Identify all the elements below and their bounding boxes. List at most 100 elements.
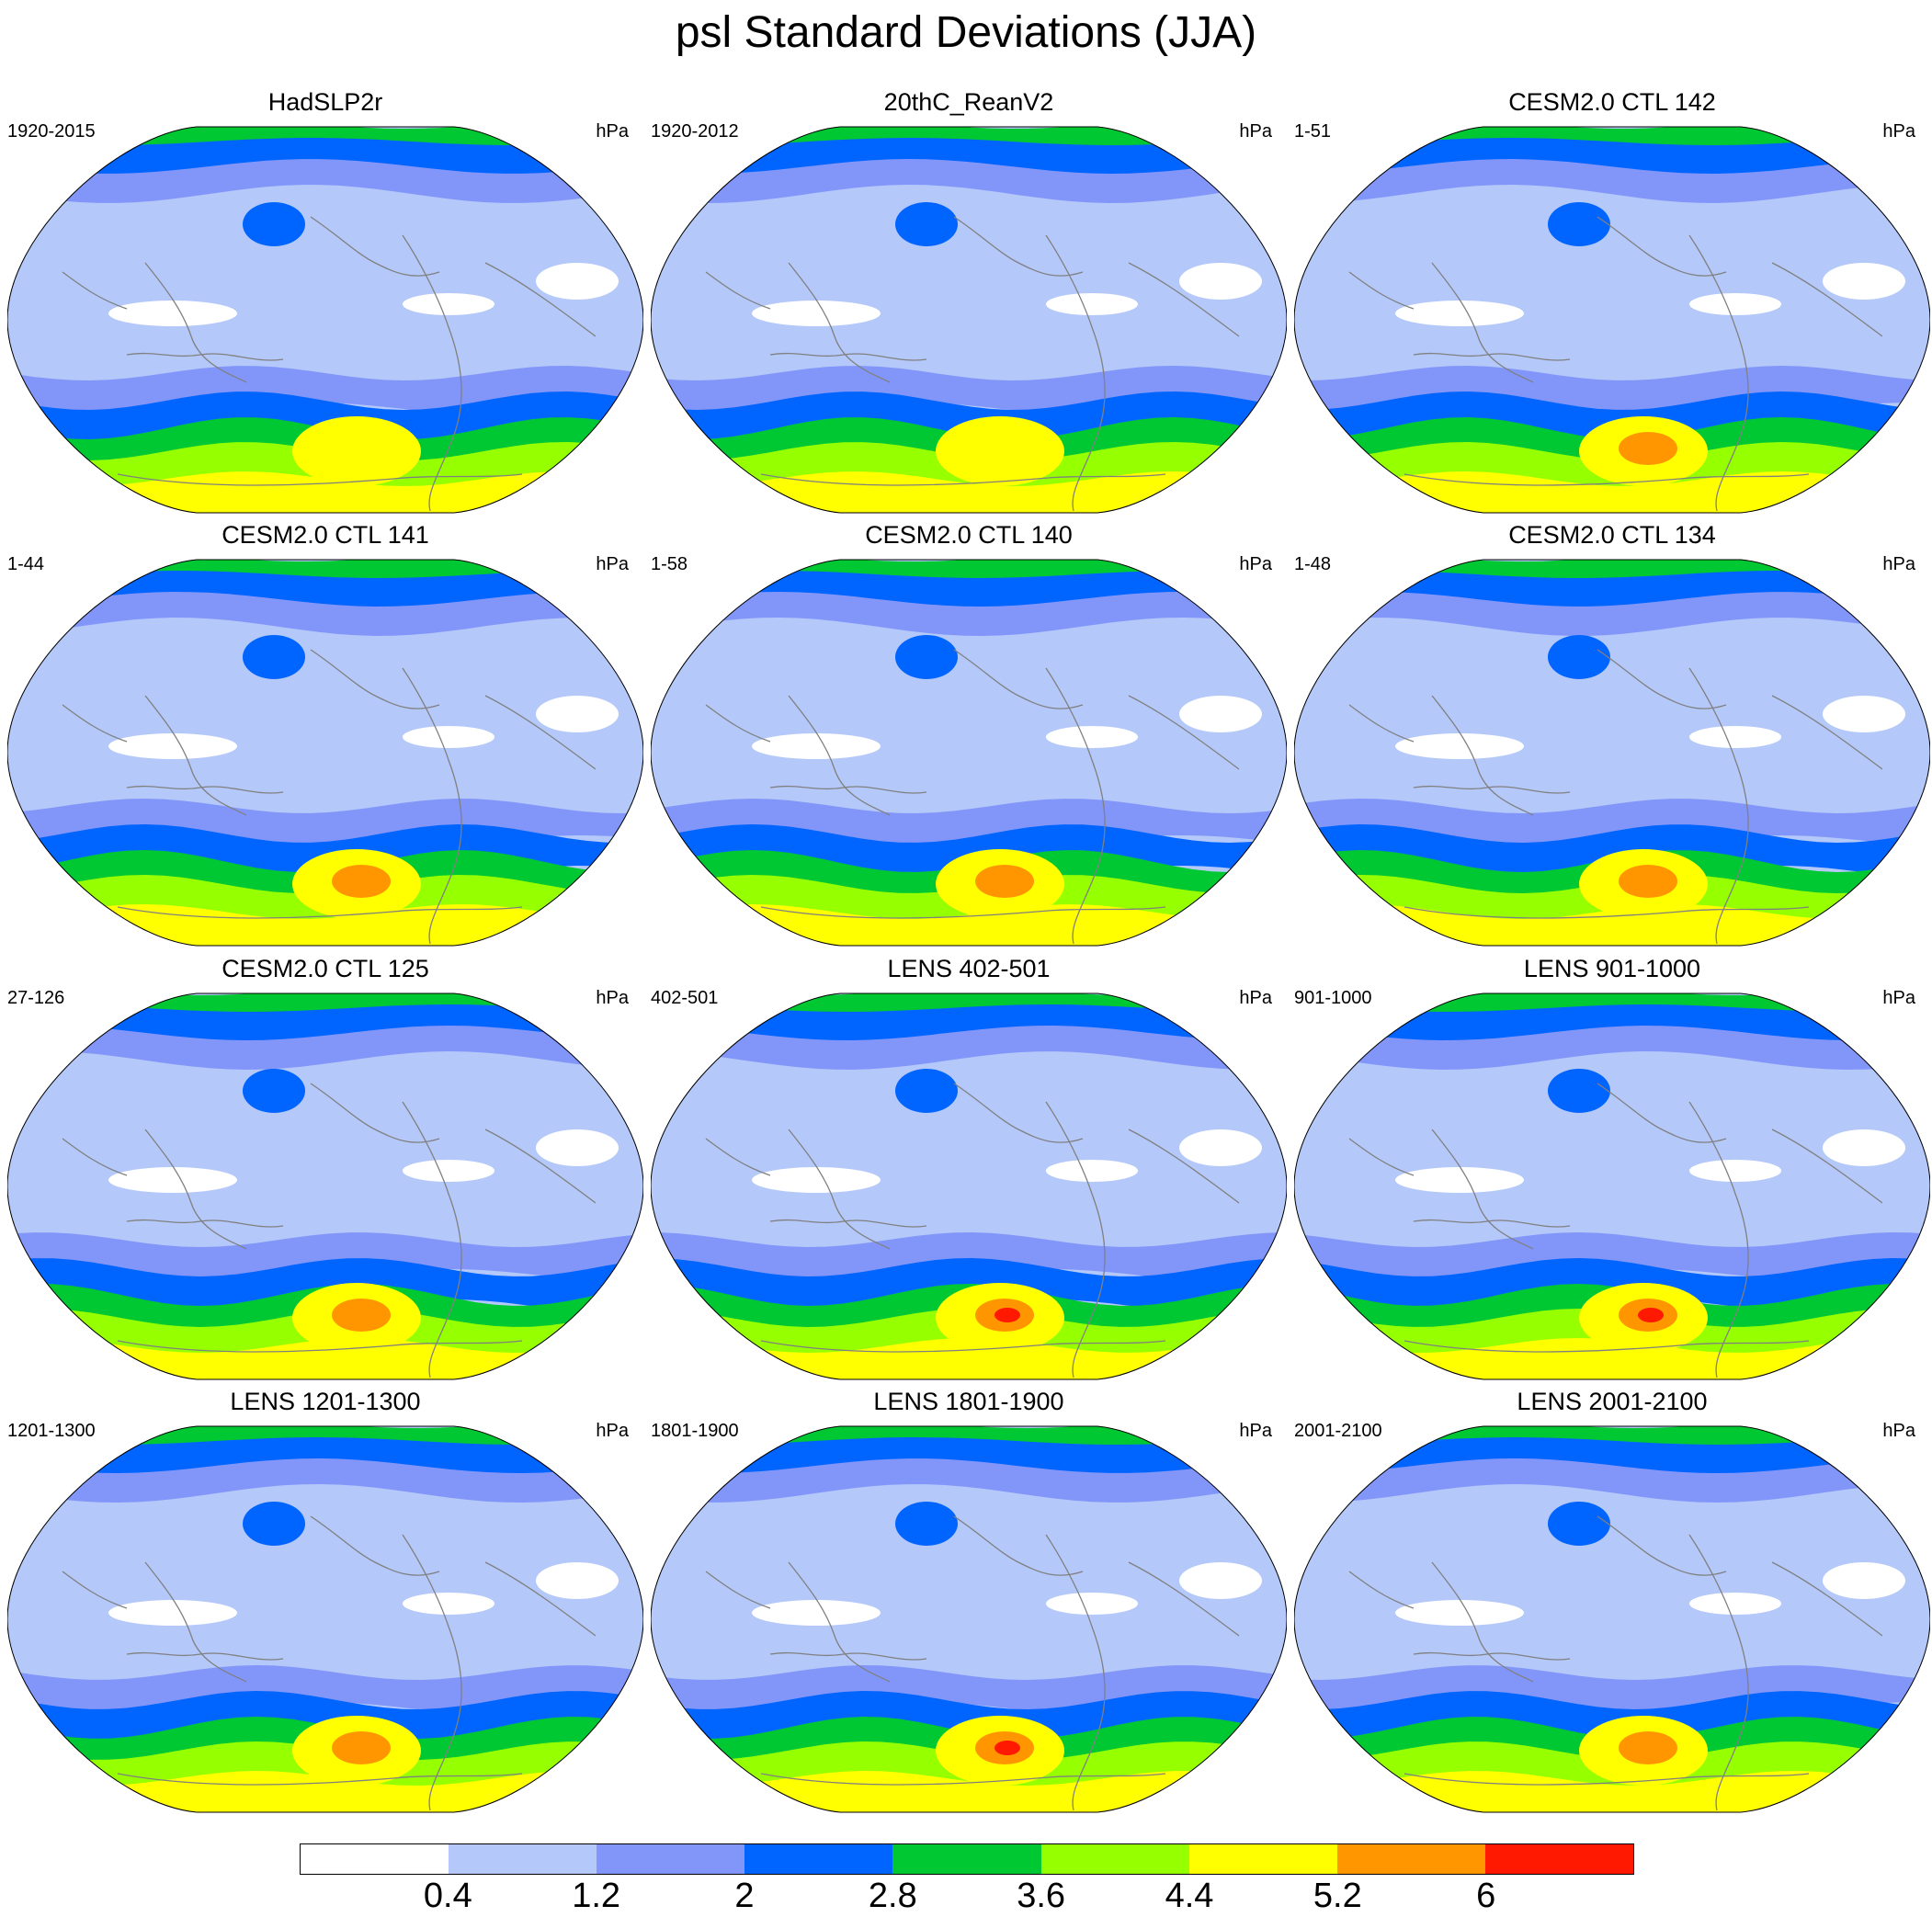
coastline <box>310 649 440 709</box>
colorbar-tick-label: 0.4 <box>423 1877 472 1915</box>
coastline <box>769 1651 927 1661</box>
panel-title: CESM2.0 CTL 141 <box>222 521 429 549</box>
coastline <box>769 1219 927 1228</box>
contour-band <box>1294 993 1930 1012</box>
panel-title: 20thC_ReanV2 <box>883 88 1054 116</box>
panel-period-label: 1201-1300 <box>7 1421 96 1441</box>
panel-units-label: hPa <box>1882 988 1915 1008</box>
colorbar-tick-label: 3.6 <box>1017 1877 1066 1915</box>
coastline <box>126 1219 284 1228</box>
coastline <box>117 473 523 486</box>
coastline <box>1413 1219 1571 1228</box>
coastline <box>1688 1101 1749 1378</box>
coastline <box>144 1129 247 1250</box>
robinson-map <box>1294 993 1930 1380</box>
colorbar-tick-label: 6 <box>1476 1877 1496 1915</box>
coastline <box>62 271 128 310</box>
coastline <box>1045 1101 1106 1378</box>
colorbar-box <box>1188 1844 1337 1874</box>
contour-blob <box>1823 696 1905 732</box>
robinson-map <box>1294 1425 1930 1813</box>
coastline <box>1045 667 1106 945</box>
colorbar-box <box>1484 1844 1633 1874</box>
colorbar-tick-label: 4.4 <box>1165 1877 1214 1915</box>
colorbar-box <box>597 1844 745 1874</box>
contour-blob <box>403 1160 494 1182</box>
contour-blob <box>1823 1129 1905 1166</box>
robinson-map <box>651 1425 1287 1813</box>
contour-blob <box>1823 263 1905 300</box>
coastline <box>1771 1129 1883 1204</box>
coastline <box>953 1083 1084 1143</box>
map-outline <box>7 559 643 947</box>
contour-blob <box>1689 1160 1781 1182</box>
coastline <box>310 1515 440 1576</box>
coastline <box>1431 1129 1534 1250</box>
map-panel: CESM2.0 CTL 125 27-126 hPa <box>7 955 643 1387</box>
coastline <box>1348 271 1415 310</box>
contour-blob <box>895 1069 958 1113</box>
contour-blob <box>994 1741 1020 1755</box>
map-outline <box>7 1425 643 1813</box>
map-outline <box>651 1425 1287 1813</box>
figure-title: psl Standard Deviations (JJA) <box>675 8 1257 57</box>
panel-period-label: 1-44 <box>7 554 45 574</box>
coastline <box>402 1101 462 1378</box>
contour-blob <box>108 1167 237 1193</box>
coastline <box>760 1773 1166 1786</box>
contour-blob <box>1548 635 1610 679</box>
coastline <box>953 649 1084 709</box>
map-panel: CESM2.0 CTL 141 1-44 hPa <box>7 521 643 953</box>
coastline <box>126 1651 284 1661</box>
panel-period-label: 27-126 <box>7 988 65 1008</box>
coastline <box>1404 1340 1810 1353</box>
coastline <box>788 695 891 816</box>
coastline <box>1413 785 1571 794</box>
coastline <box>1045 234 1106 512</box>
coastline <box>1128 1561 1240 1637</box>
panel-period-label: 1-48 <box>1294 554 1332 574</box>
coastline <box>1688 667 1749 945</box>
contour-blob <box>1179 1562 1262 1599</box>
coastline <box>1404 473 1810 486</box>
panel-units-label: hPa <box>596 554 629 574</box>
map-panel: LENS 901-1000 901-1000 hPa <box>1294 955 1930 1387</box>
contour-blob <box>895 635 958 679</box>
coastline <box>788 1561 891 1683</box>
contour-blob <box>752 301 881 326</box>
coastline <box>1431 1561 1534 1683</box>
panel-units-label: hPa <box>1882 1421 1915 1441</box>
colorbar-box <box>301 1844 449 1874</box>
contour-blob <box>403 1593 494 1615</box>
contour-blob <box>752 733 881 759</box>
contour-blob <box>243 1069 305 1113</box>
contour-blob <box>243 202 305 246</box>
contour-blob <box>108 301 237 326</box>
coastline <box>1128 1129 1240 1204</box>
map-panel: CESM2.0 CTL 134 1-48 hPa <box>1294 521 1930 953</box>
coastline <box>1413 352 1571 361</box>
coastline <box>402 234 462 512</box>
map-outline <box>1294 993 1930 1380</box>
contour-band <box>651 560 1287 578</box>
contour-blob <box>243 635 305 679</box>
coastline <box>705 704 771 743</box>
panel-units-label: hPa <box>1239 554 1272 574</box>
panel-period-label: 1801-1900 <box>651 1421 739 1441</box>
panel-units-label: hPa <box>596 1421 629 1441</box>
contour-blob <box>1395 733 1524 759</box>
panel-title: LENS 1201-1300 <box>230 1388 421 1415</box>
panel-title: HadSLP2r <box>267 88 383 116</box>
contour-blob <box>332 865 391 898</box>
coastline <box>1688 1534 1749 1811</box>
coastline <box>1771 695 1883 770</box>
map-panel: LENS 1201-1300 1201-1300 hPa <box>7 1388 643 1820</box>
coastline <box>62 1571 128 1609</box>
coastline <box>1597 1083 1727 1143</box>
contour-blob <box>895 202 958 246</box>
colorbar-box <box>1336 1844 1485 1874</box>
colorbar-box <box>744 1844 893 1874</box>
coastline <box>953 1515 1084 1576</box>
robinson-map <box>7 1425 643 1813</box>
panel-period-label: 402-501 <box>651 988 719 1008</box>
